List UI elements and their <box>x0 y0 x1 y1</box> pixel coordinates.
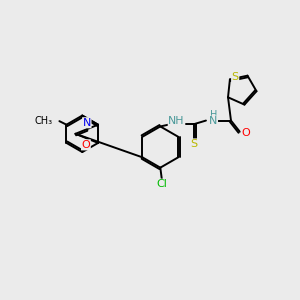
Text: S: S <box>232 72 239 82</box>
Text: O: O <box>241 128 250 138</box>
Text: N: N <box>209 116 218 126</box>
Text: S: S <box>190 139 198 149</box>
Text: O: O <box>82 140 90 150</box>
Text: H: H <box>210 110 217 120</box>
Text: CH₃: CH₃ <box>34 116 52 126</box>
Text: NH: NH <box>168 116 185 126</box>
Text: Cl: Cl <box>156 179 167 189</box>
Text: N: N <box>82 118 91 128</box>
